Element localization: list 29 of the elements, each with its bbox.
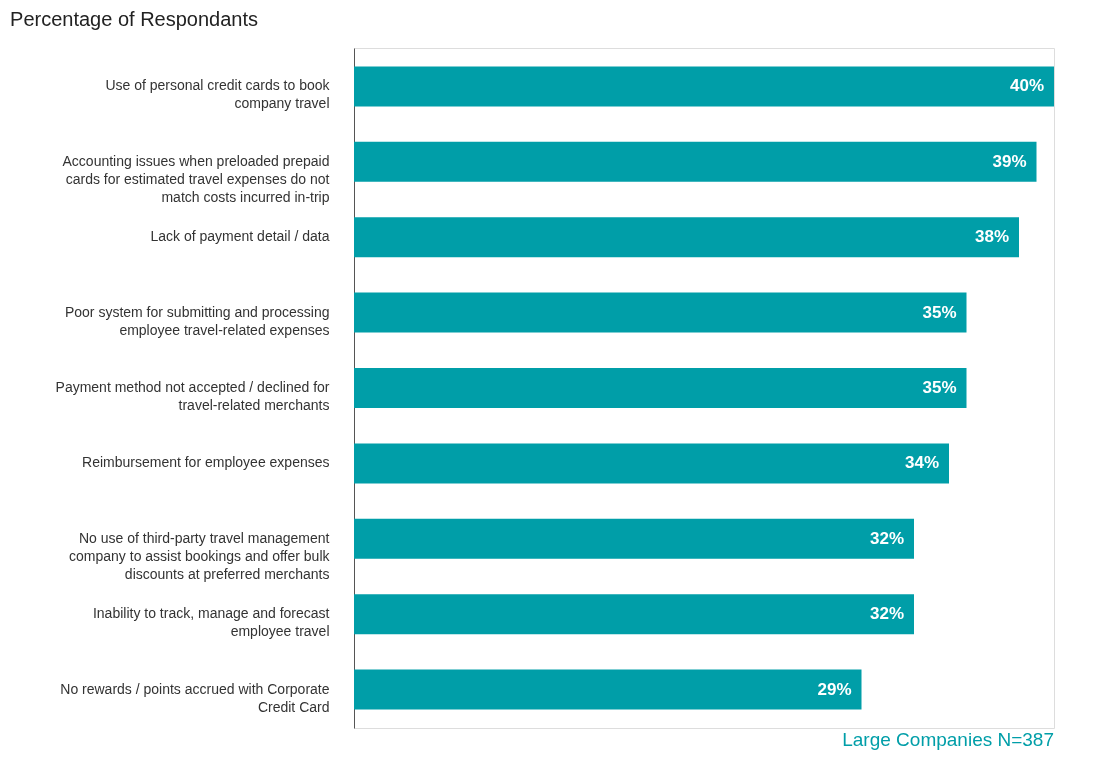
y-tick-label: Inability to track, manage and forecast employee travel (92, 605, 330, 640)
bar (354, 141, 1037, 182)
y-tick-label: Payment method not accepted / declined for travel-related merchants (55, 379, 330, 413)
data-label: 29% (817, 679, 852, 699)
bar (354, 292, 967, 333)
text: Percentage of Respondants (10, 8, 259, 30)
y-tick-label: Reimbursement for employee expenses (82, 454, 330, 471)
y-tick-label: Use of personal credit cards to book company travel (105, 77, 331, 112)
data-label: 34% (904, 453, 939, 473)
bar (354, 518, 914, 559)
data-label: 32% (869, 604, 904, 624)
bar (354, 594, 914, 635)
bar (354, 368, 967, 408)
bar (354, 669, 862, 710)
data-label: 40% (1009, 76, 1044, 96)
bar (354, 443, 949, 484)
y-tick-label: Poor system for submitting and processing employee travel-related expenses (64, 303, 330, 338)
text: Large Companies N=387 (842, 729, 1054, 750)
data-label: 39% (992, 151, 1027, 171)
y-tick-label: Lack of payment detail / data (150, 228, 330, 245)
data-label: 35% (922, 378, 957, 397)
bar (354, 66, 1054, 107)
bar (354, 217, 1019, 258)
y-tick-label: No rewards / points accrued with Corporate Credit Card (60, 680, 330, 715)
data-label: 35% (922, 302, 957, 322)
y-tick-label: Accounting issues when preloaded prepaid cards for estimated travel expenses do not match costs incurred in-trip (62, 152, 330, 205)
data-label: 38% (974, 227, 1009, 247)
data-label: 32% (869, 528, 904, 548)
y-tick-label: No use of third-party travel management company to assist bookings and offer bulk discounts at preferred merchants (69, 529, 331, 582)
